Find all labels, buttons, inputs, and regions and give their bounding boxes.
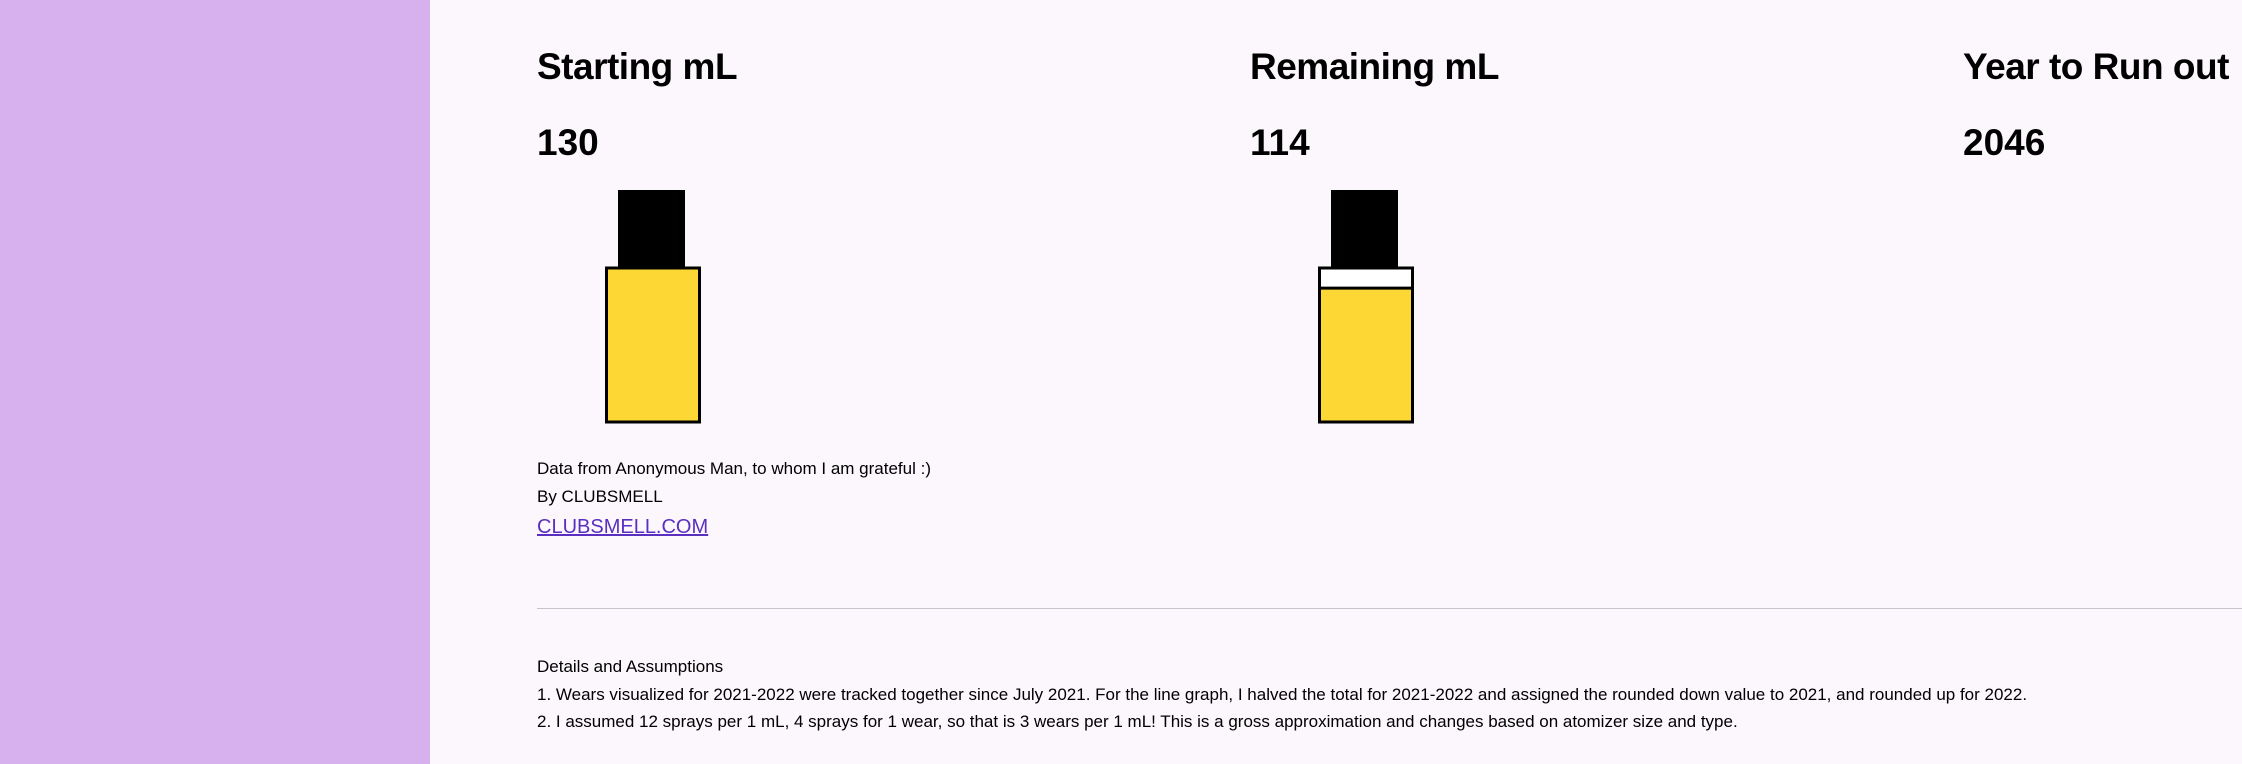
metric-value: 2046 (1963, 122, 2046, 163)
sidebar (0, 0, 430, 764)
metric-label: Starting mL (537, 46, 738, 87)
perfume-fill (1321, 288, 1411, 421)
divider (537, 608, 2242, 609)
perfume-bottle-remaining (1318, 190, 1414, 424)
perfume-bottle-starting (605, 190, 701, 424)
details-note-1: 1. Wears visualized for 2021-2022 were t… (537, 684, 2028, 704)
metric-label: Remaining mL (1250, 46, 1499, 87)
data-source-text: Data from Anonymous Man, to whom I am gr… (537, 459, 931, 478)
metric-label: Year to Run out (1963, 46, 2229, 87)
details-heading: Details and Assumptions (537, 657, 724, 676)
metric-value: 114 (1250, 122, 1310, 163)
perfume-fill (608, 269, 698, 421)
details-section: Details and Assumptions 1. Wears visuali… (537, 653, 2027, 736)
author-text: By CLUBSMELL (537, 487, 663, 506)
details-note-2: 2. I assumed 12 sprays per 1 mL, 4 spray… (537, 712, 1738, 731)
credits: Data from Anonymous Man, to whom I am gr… (537, 455, 931, 542)
bottle-cap (618, 190, 685, 268)
main-content: Starting mL 130 Remaining mL 114 Year to… (430, 0, 2242, 764)
bottle-cap (1331, 190, 1398, 268)
clubsmell-link[interactable]: CLUBSMELL.COM (537, 516, 709, 538)
metric-value: 130 (537, 122, 599, 163)
